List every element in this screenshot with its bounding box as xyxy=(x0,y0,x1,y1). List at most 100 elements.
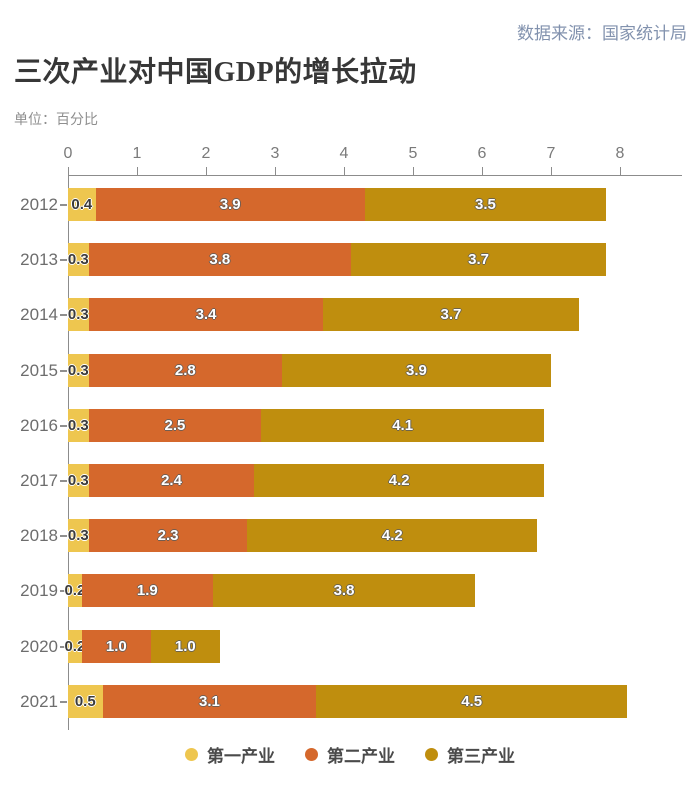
bar-segment-tertiary xyxy=(212,574,476,607)
x-axis-tick xyxy=(344,167,345,175)
year-tick xyxy=(60,646,67,648)
year-tick xyxy=(60,590,67,592)
bar-segment-secondary xyxy=(81,574,213,607)
bar-segment-secondary xyxy=(88,354,282,387)
bar-segment-tertiary xyxy=(281,354,551,387)
bar-value-label: 0.2 xyxy=(64,638,86,655)
year-tick xyxy=(60,480,67,482)
bar-segment-primary xyxy=(68,298,89,331)
x-axis-tick-label: 5 xyxy=(408,145,418,162)
year-label: 2016 xyxy=(20,416,58,435)
bar-segment-tertiary xyxy=(323,298,579,331)
legend-item-secondary: 第二产业 xyxy=(305,742,395,767)
bar-value-label: 3.9 xyxy=(219,196,241,213)
bar-value-label: 4.1 xyxy=(392,417,414,434)
x-axis-tick xyxy=(482,167,483,175)
bar-value-label: 0.5 xyxy=(74,693,96,710)
bar-value-label: 3.8 xyxy=(209,251,231,268)
bar-segment-secondary xyxy=(88,464,255,497)
bar-segment-tertiary xyxy=(150,630,220,663)
year-tick xyxy=(60,204,67,206)
bar-segment-secondary xyxy=(95,188,365,221)
year-tick xyxy=(60,314,67,316)
year-tick xyxy=(60,701,67,703)
year-label: 2019 xyxy=(20,581,58,600)
x-axis-tick xyxy=(68,167,69,175)
bar-segment-secondary xyxy=(88,409,262,442)
bar-segment-primary xyxy=(68,519,89,552)
tertiary-legend-dot-icon xyxy=(425,747,438,761)
bar-segment-primary xyxy=(68,188,96,221)
y-axis-line xyxy=(68,175,69,730)
x-axis-tick-label: 6 xyxy=(477,145,487,162)
bar-value-label: 3.7 xyxy=(468,251,489,268)
bar-value-label: 2.3 xyxy=(157,527,179,544)
bar-value-label: 0.3 xyxy=(67,472,89,489)
bar-value-label: 4.5 xyxy=(461,693,483,710)
primary-legend-dot-icon xyxy=(185,747,198,761)
bar-value-label: 1.9 xyxy=(136,582,158,599)
bar-value-label: 0.3 xyxy=(67,527,89,544)
year-label: 2015 xyxy=(20,361,58,380)
bar-value-label: 1.0 xyxy=(174,638,196,655)
bar-value-label: 2.4 xyxy=(161,472,182,489)
x-axis-tick-label: 7 xyxy=(546,145,556,162)
x-axis-tick xyxy=(551,167,552,175)
bar-segment-primary xyxy=(68,243,89,276)
stacked-bar-chart: 0 1 2 3 4 5 6 7 8 2012 0.4 3.9 3.5 2013 0.3 3.8 3.7 2014 0… xyxy=(20,145,682,730)
year-tick xyxy=(60,425,67,427)
unit-label: 单位：百分比 xyxy=(14,111,98,127)
x-axis-tick xyxy=(620,167,621,175)
bar-value-label: 1.0 xyxy=(105,638,127,655)
legend-label: 第一产业 xyxy=(207,746,275,766)
year-label: 2013 xyxy=(20,250,58,269)
bar-segment-secondary xyxy=(88,298,324,331)
x-axis-tick-label: 4 xyxy=(339,145,349,162)
x-axis-tick-label: 1 xyxy=(132,145,142,162)
x-axis-tick xyxy=(413,167,414,175)
bar-segment-tertiary xyxy=(316,685,627,718)
bar-segment-primary xyxy=(68,574,82,607)
legend-label: 第二产业 xyxy=(327,746,395,766)
year-label: 2017 xyxy=(20,471,58,490)
bar-segment-tertiary xyxy=(364,188,607,221)
bar-value-label: 3.5 xyxy=(475,196,496,213)
year-label: 2020 xyxy=(20,637,58,656)
bar-segment-secondary xyxy=(102,685,317,718)
x-axis-tick-label: 3 xyxy=(270,145,280,162)
chart-title: 三次产业对中国GDP的增长拉动 xyxy=(14,57,417,88)
bar-value-label: 3.7 xyxy=(440,306,462,323)
bar-segment-tertiary xyxy=(261,409,545,442)
bar-value-label: 4.2 xyxy=(381,527,403,544)
year-tick xyxy=(60,259,67,261)
x-axis-tick xyxy=(275,167,276,175)
bar-segment-tertiary xyxy=(254,464,545,497)
bar-segment-primary xyxy=(68,685,103,718)
year-tick xyxy=(60,535,67,537)
bar-segment-primary xyxy=(68,464,89,497)
bar-value-label: 3.4 xyxy=(195,306,217,323)
bar-value-label: 0.4 xyxy=(71,196,93,213)
bar-value-label: 0.3 xyxy=(67,417,89,434)
bar-segment-primary xyxy=(68,409,89,442)
x-axis-tick-label: 0 xyxy=(63,145,73,162)
bar-segment-secondary xyxy=(81,630,151,663)
bar-value-label: 0.3 xyxy=(67,306,89,323)
x-axis-line xyxy=(68,175,682,176)
year-label: 2014 xyxy=(20,305,58,324)
bar-value-label: 4.2 xyxy=(388,472,410,489)
x-axis-tick-label: 2 xyxy=(201,145,211,162)
bar-value-label: 2.5 xyxy=(164,417,186,434)
bar-value-label: 2.8 xyxy=(174,362,196,379)
bar-segment-primary xyxy=(68,630,82,663)
x-axis-tick xyxy=(137,167,138,175)
year-label: 2012 xyxy=(20,195,58,214)
legend-item-tertiary: 第三产业 xyxy=(425,742,515,767)
chart-legend: 第一产业 第二产业 第三产业 xyxy=(0,740,700,768)
bar-value-label: 0.3 xyxy=(67,251,89,268)
x-axis-tick xyxy=(206,167,207,175)
bar-segment-tertiary xyxy=(350,243,607,276)
bar-value-label: 0.3 xyxy=(67,362,89,379)
legend-label: 第三产业 xyxy=(447,746,515,766)
bar-segment-secondary xyxy=(88,519,248,552)
